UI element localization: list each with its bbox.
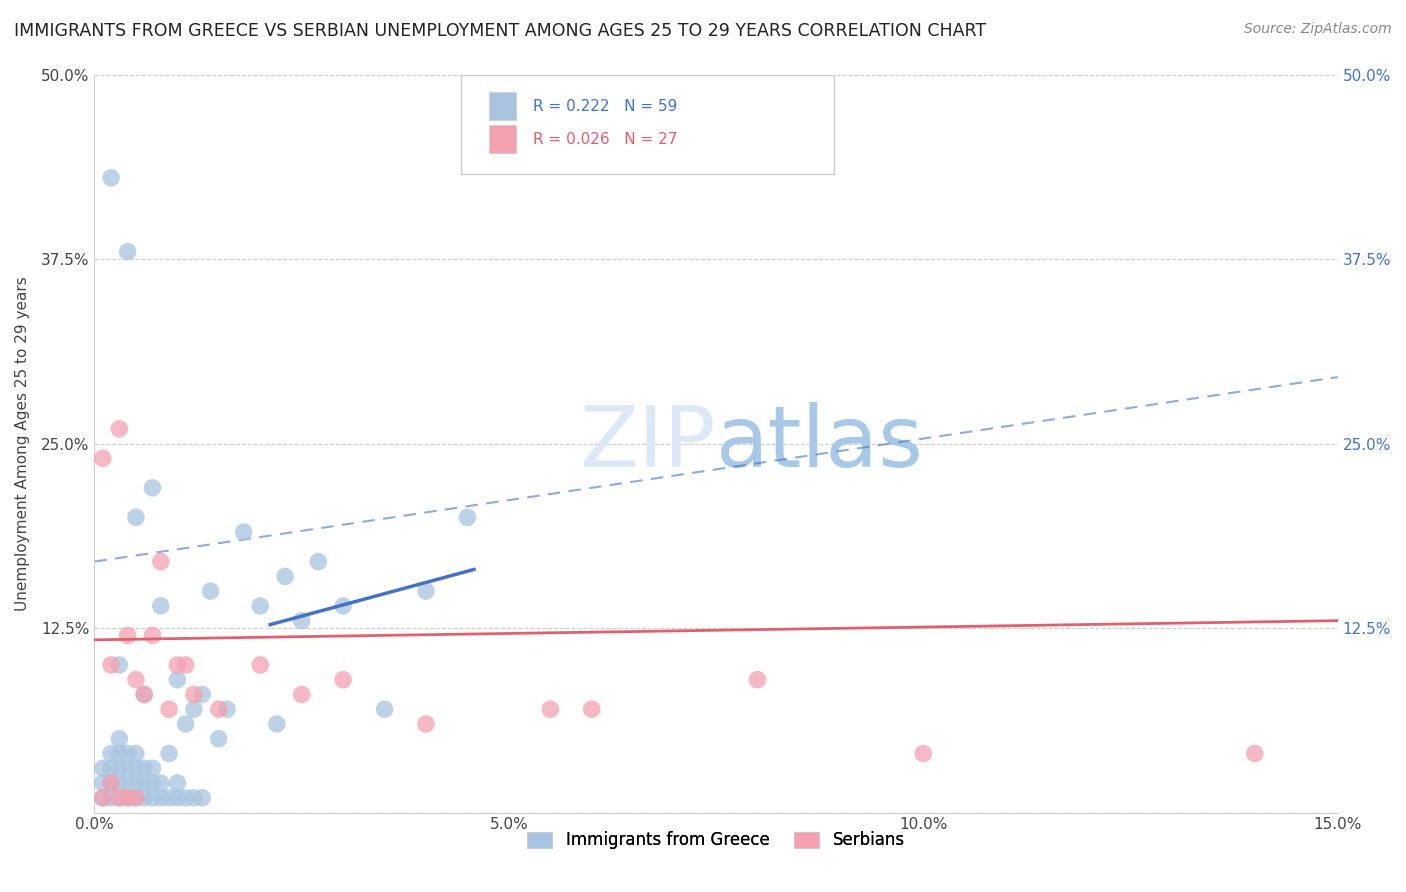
Point <box>108 790 131 805</box>
Point <box>117 747 139 761</box>
Point <box>291 614 314 628</box>
Point <box>91 761 114 775</box>
Point <box>100 657 122 672</box>
Point <box>208 731 231 746</box>
Point <box>117 790 139 805</box>
Point <box>174 790 197 805</box>
Point <box>374 702 396 716</box>
FancyBboxPatch shape <box>461 75 834 174</box>
Point <box>149 555 172 569</box>
Point <box>1243 747 1265 761</box>
Text: R = 0.222   N = 59: R = 0.222 N = 59 <box>533 99 678 114</box>
Point <box>581 702 603 716</box>
Point <box>149 776 172 790</box>
Point <box>108 790 131 805</box>
Point <box>117 628 139 642</box>
Point <box>141 628 163 642</box>
Point <box>117 790 139 805</box>
Y-axis label: Unemployment Among Ages 25 to 29 years: Unemployment Among Ages 25 to 29 years <box>15 277 30 611</box>
Point <box>232 525 254 540</box>
Point <box>174 717 197 731</box>
Point <box>91 790 114 805</box>
Point <box>149 790 172 805</box>
Point <box>415 717 437 731</box>
Point <box>208 702 231 716</box>
Point <box>415 584 437 599</box>
Point <box>134 776 156 790</box>
Point <box>307 555 329 569</box>
Point <box>141 776 163 790</box>
Point <box>91 790 114 805</box>
Point <box>117 761 139 775</box>
Point <box>125 776 148 790</box>
Point <box>249 599 271 613</box>
Point <box>456 510 478 524</box>
Point <box>108 422 131 436</box>
Point <box>125 673 148 687</box>
Legend: Immigrants from Greece, Serbians: Immigrants from Greece, Serbians <box>520 824 911 855</box>
Point <box>125 790 148 805</box>
Point <box>332 673 354 687</box>
Text: ZIP: ZIP <box>579 402 716 485</box>
Text: IMMIGRANTS FROM GREECE VS SERBIAN UNEMPLOYMENT AMONG AGES 25 TO 29 YEARS CORRELA: IMMIGRANTS FROM GREECE VS SERBIAN UNEMPL… <box>14 22 986 40</box>
Point <box>100 776 122 790</box>
Point <box>117 244 139 259</box>
Point <box>100 747 122 761</box>
Point <box>191 790 214 805</box>
Point <box>166 673 188 687</box>
Point <box>191 688 214 702</box>
Point <box>149 599 172 613</box>
Point <box>125 761 148 775</box>
Text: R = 0.026   N = 27: R = 0.026 N = 27 <box>533 132 678 147</box>
Point <box>174 657 197 672</box>
Point <box>134 688 156 702</box>
Point <box>134 761 156 775</box>
Point <box>747 673 769 687</box>
Point <box>108 747 131 761</box>
Point <box>166 776 188 790</box>
Point <box>141 790 163 805</box>
Point <box>166 790 188 805</box>
Point <box>108 731 131 746</box>
Point <box>108 776 131 790</box>
Point <box>125 790 148 805</box>
Point <box>108 761 131 775</box>
Point <box>100 170 122 185</box>
Point <box>100 761 122 775</box>
Point <box>91 451 114 466</box>
FancyBboxPatch shape <box>488 126 516 153</box>
Text: atlas: atlas <box>716 402 924 485</box>
Point <box>117 776 139 790</box>
Point <box>538 702 561 716</box>
Point <box>332 599 354 613</box>
Point <box>91 776 114 790</box>
Point <box>125 747 148 761</box>
FancyBboxPatch shape <box>488 92 516 120</box>
Text: Source: ZipAtlas.com: Source: ZipAtlas.com <box>1244 22 1392 37</box>
Point <box>141 481 163 495</box>
Point <box>108 657 131 672</box>
Point <box>166 657 188 672</box>
Point <box>100 776 122 790</box>
Point <box>200 584 222 599</box>
Point <box>157 747 180 761</box>
Point <box>274 569 297 583</box>
Point <box>157 790 180 805</box>
Point <box>183 702 205 716</box>
Point <box>100 790 122 805</box>
Point <box>217 702 239 716</box>
Point <box>183 790 205 805</box>
Point <box>291 688 314 702</box>
Point <box>141 761 163 775</box>
Point <box>134 688 156 702</box>
Point <box>912 747 935 761</box>
Point <box>125 510 148 524</box>
Point <box>183 688 205 702</box>
Point <box>134 790 156 805</box>
Point <box>157 702 180 716</box>
Point <box>266 717 288 731</box>
Point <box>249 657 271 672</box>
